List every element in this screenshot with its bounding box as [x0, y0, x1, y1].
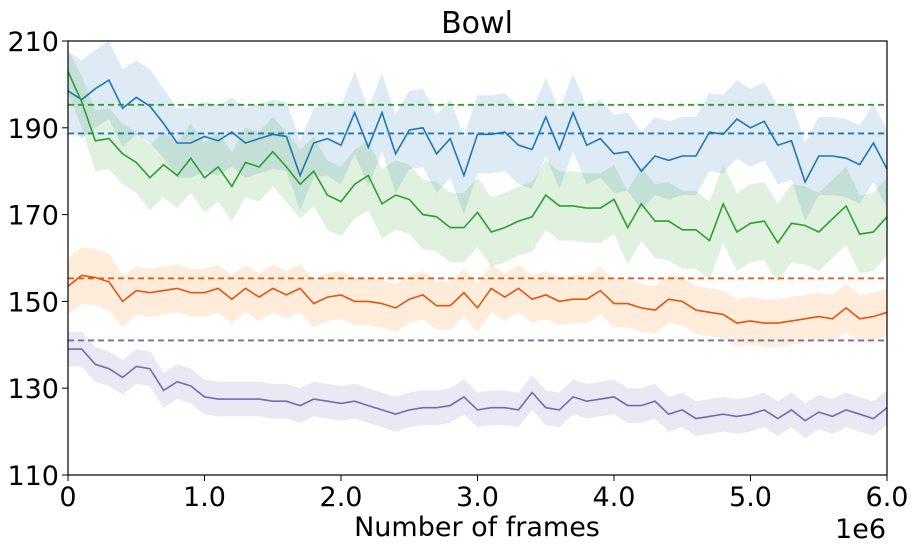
series-2-band: [68, 247, 887, 347]
baseline-lines: [68, 103, 887, 342]
series-1-band: [68, 49, 887, 282]
x-axis-label: Number of frames: [354, 512, 600, 543]
x-axis-offset-label: 1e6: [835, 514, 886, 545]
y-tick-label: 150: [7, 287, 59, 318]
series-0-line: [67, 78, 888, 185]
x-tick-label: 5.0: [729, 482, 772, 513]
series-3-line: [68, 348, 888, 422]
series-2-line: [67, 274, 888, 324]
y-tick-label: 210: [7, 27, 59, 58]
series-1-line: [67, 71, 888, 245]
x-tick-label: 0: [59, 482, 76, 513]
chart-title: Bowl: [441, 6, 513, 41]
y-axis-ticks: 110 130 150 170 190 210: [7, 27, 68, 492]
y-tick-label: 130: [7, 374, 59, 405]
y-tick-label: 190: [7, 114, 59, 145]
y-tick-label: 110: [7, 461, 59, 492]
confidence-bands: [68, 41, 887, 439]
x-tick-label: 1.0: [183, 482, 226, 513]
x-tick-label: 6.0: [866, 482, 909, 513]
series-3-band: [68, 331, 887, 439]
x-axis-ticks: 0 1.0 2.0 3.0 4.0 5.0 6.0: [59, 475, 908, 513]
x-tick-label: 2.0: [320, 482, 363, 513]
y-tick-label: 170: [7, 201, 59, 232]
series-0-band: [68, 41, 887, 222]
x-tick-label: 4.0: [593, 482, 636, 513]
x-tick-label: 3.0: [456, 482, 499, 513]
series-lines: [67, 71, 888, 422]
